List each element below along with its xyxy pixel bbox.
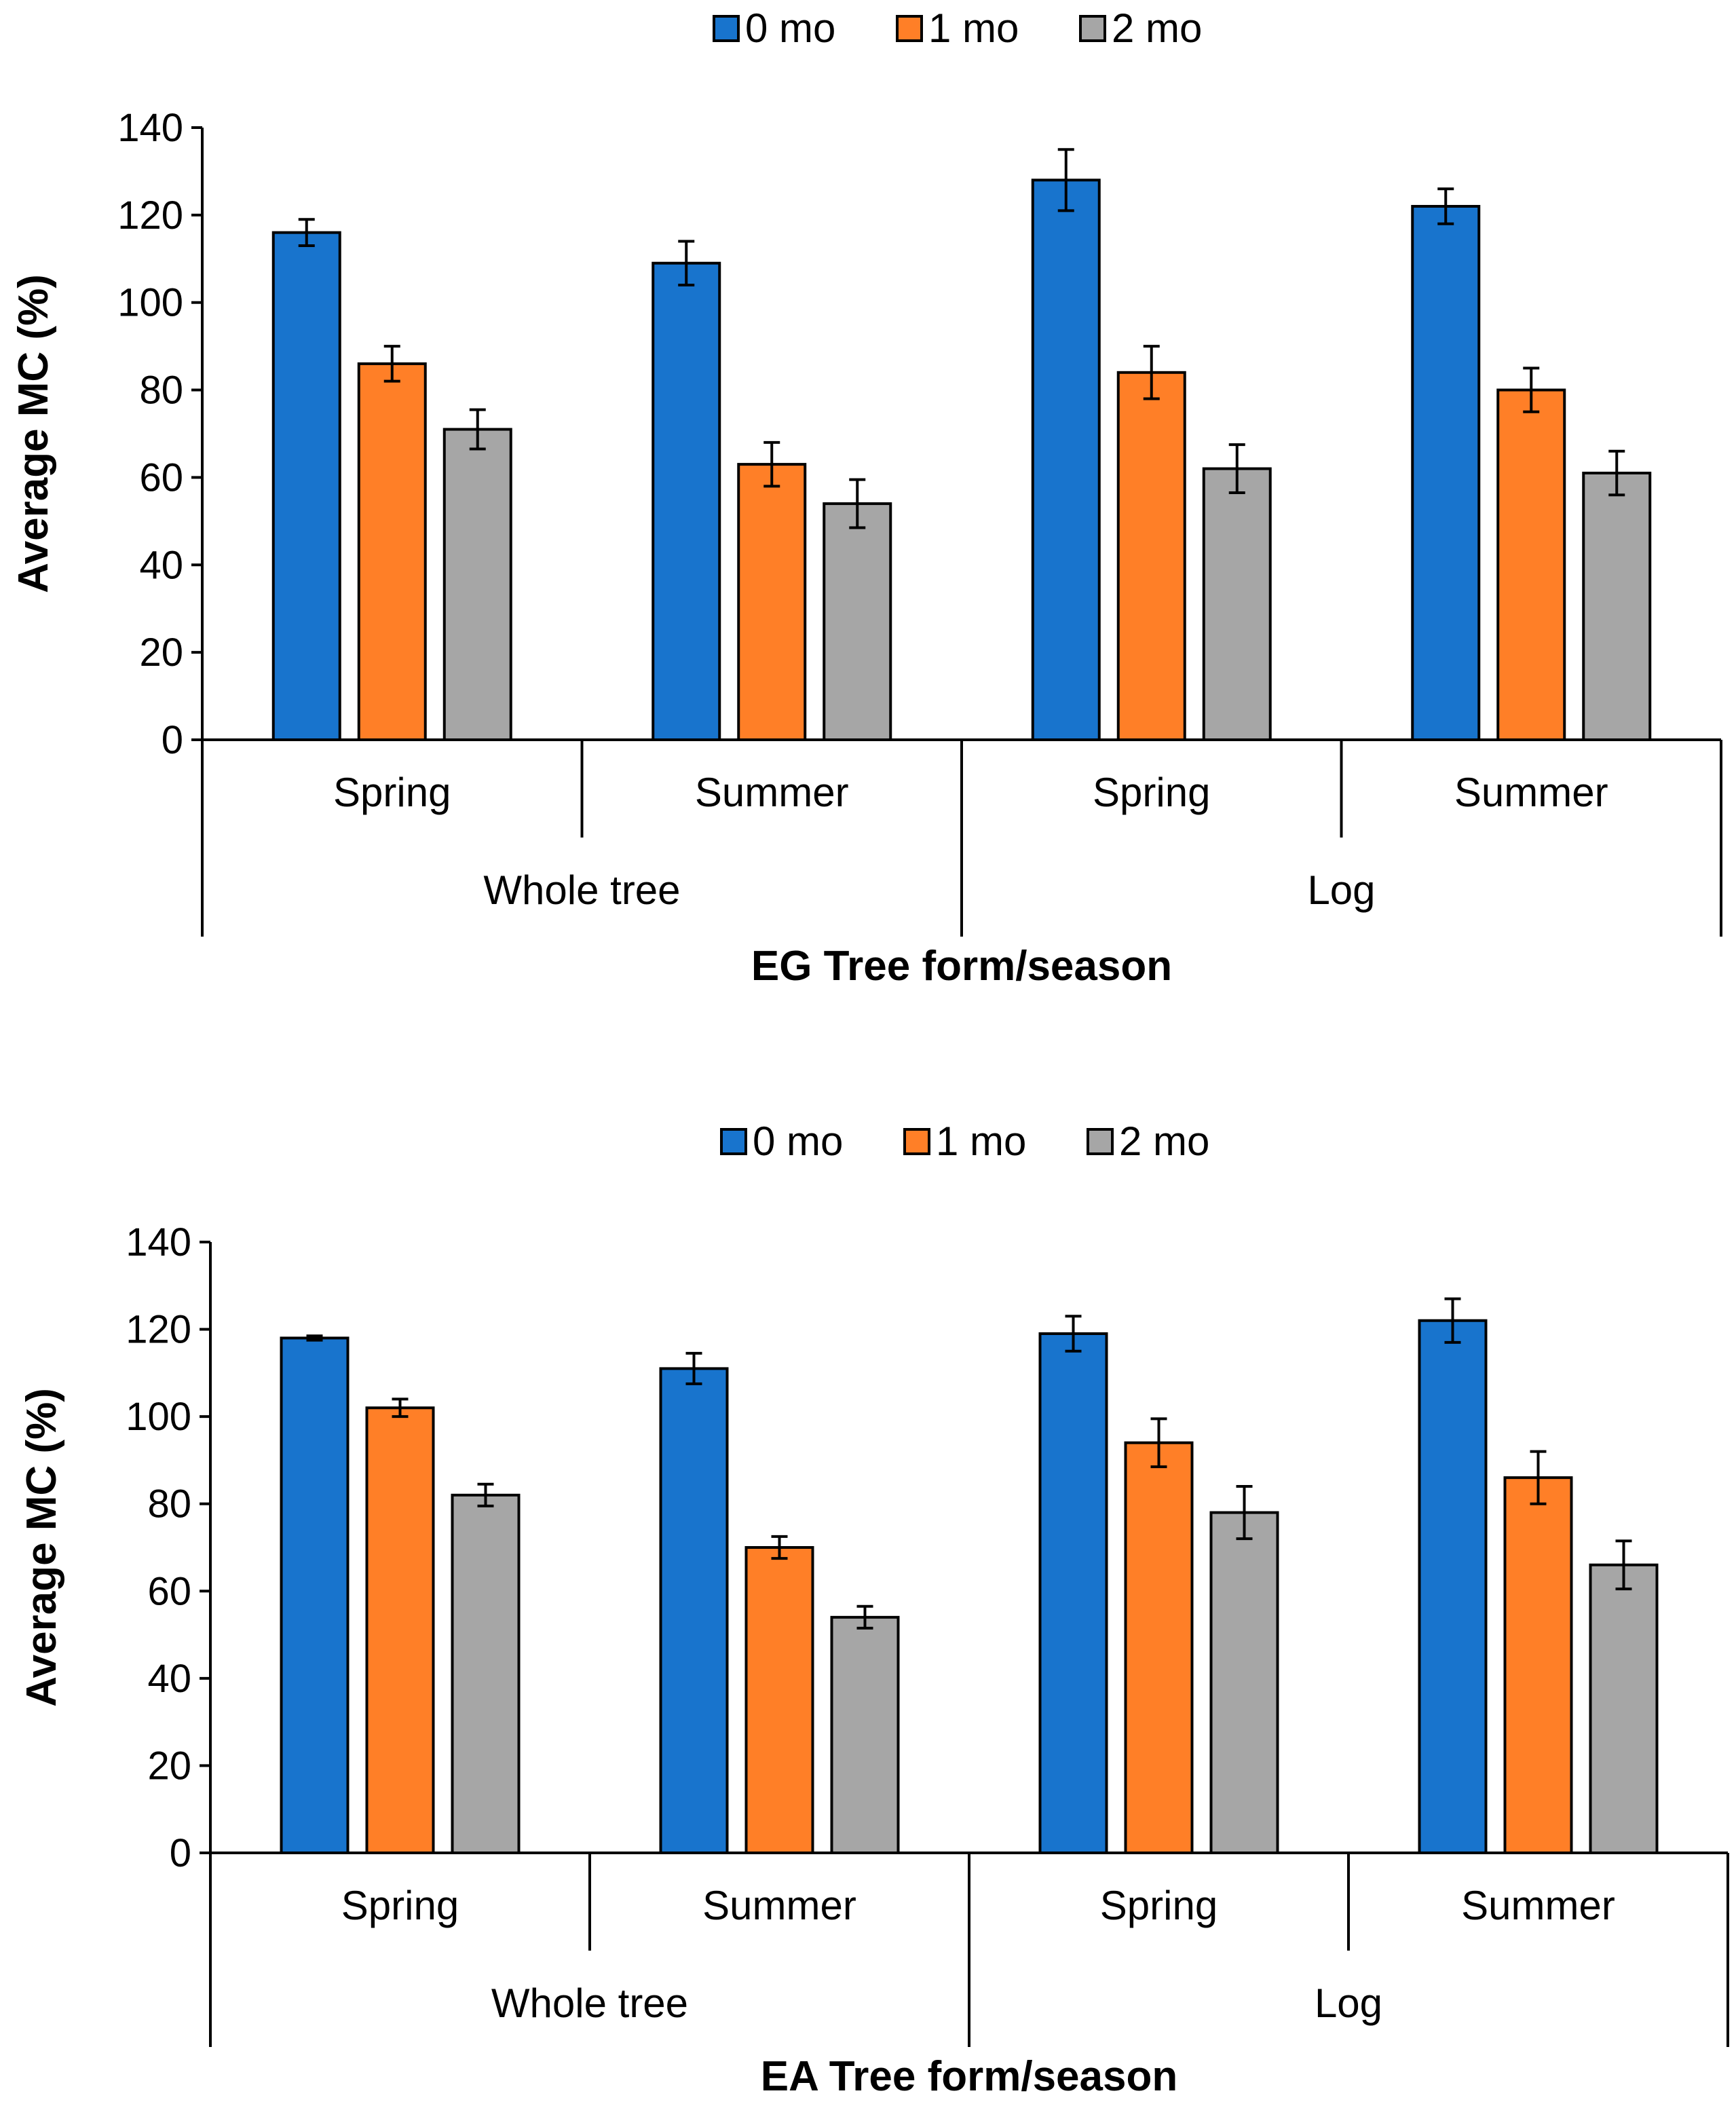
legend-swatch — [1087, 1128, 1114, 1155]
legend-swatch — [713, 15, 740, 42]
y-tick-label: 140 — [117, 106, 183, 150]
chart-1: 0 mo 1 mo 2 mo 0 20 40 60 80 100 120 140 Average MC… — [10, 5, 1722, 990]
group-label: Whole tree — [491, 1980, 688, 2026]
bars — [280, 1297, 1659, 1855]
group-label: Whole tree — [483, 867, 680, 913]
legend-swatch — [903, 1128, 930, 1155]
y-tick-label: 140 — [126, 1220, 191, 1264]
bar — [442, 428, 512, 741]
y-tick-label: 80 — [147, 1482, 191, 1526]
bar — [1418, 1319, 1488, 1854]
legend-label: 0 mo — [753, 1119, 843, 1164]
x-axis-title: EA Tree form/season — [761, 2053, 1178, 2100]
bar — [451, 1493, 521, 1855]
bar — [1411, 204, 1481, 741]
legend-label: 0 mo — [745, 5, 835, 51]
y-axis-title: Average MC (%) — [10, 274, 57, 593]
group-label: Log — [1315, 1980, 1382, 2026]
legend: 0 mo 1 mo 2 mo — [713, 5, 1202, 51]
bar — [1209, 1511, 1279, 1855]
bar — [1116, 371, 1186, 741]
bar — [357, 362, 427, 741]
bar — [1038, 1332, 1108, 1854]
y-tick-label: 20 — [139, 631, 183, 675]
x-axis: Spring Summer Spring Summer Whole tree Log EG … — [201, 738, 1722, 990]
category-label: Spring — [1100, 1883, 1218, 1928]
y-tick-label: 0 — [170, 1831, 191, 1875]
y-tick-label: 0 — [162, 718, 183, 762]
category-label: Spring — [341, 1883, 459, 1928]
bar — [1031, 179, 1101, 742]
legend: 0 mo 1 mo 2 mo — [720, 1119, 1209, 1164]
y-tick-label: 120 — [126, 1308, 191, 1352]
legend-swatch — [896, 15, 923, 42]
bar — [744, 1546, 814, 1854]
y-tick-label: 100 — [117, 281, 183, 325]
legend-label: 2 mo — [1112, 5, 1202, 51]
bar — [1202, 467, 1272, 741]
category-label: Summer — [1454, 770, 1608, 815]
y-tick-label: 80 — [139, 369, 183, 413]
y-axis: 0 20 40 60 80 100 120 140 Average MC (%) — [10, 106, 204, 762]
bar — [830, 1615, 900, 1855]
y-tick-label: 100 — [126, 1395, 191, 1439]
bar — [737, 463, 807, 741]
bar — [1503, 1476, 1573, 1854]
bar — [1496, 388, 1566, 741]
y-axis: 0 20 40 60 80 100 120 140 Average MC (%) — [18, 1220, 212, 1875]
legend-swatch — [720, 1128, 747, 1155]
bar — [1124, 1441, 1194, 1855]
category-label: Summer — [695, 770, 849, 815]
bar — [1589, 1563, 1659, 1855]
x-axis-title: EG Tree form/season — [751, 943, 1172, 990]
y-tick-label: 60 — [147, 1569, 191, 1613]
category-label: Spring — [1093, 770, 1210, 815]
legend-swatch — [1079, 15, 1106, 42]
bar — [1582, 471, 1652, 741]
y-tick-label: 40 — [139, 543, 183, 587]
category-label: Spring — [333, 770, 451, 815]
chart-2: 0 mo 1 mo 2 mo 0 20 40 60 80 100 120 140 Average MC… — [18, 1119, 1729, 2100]
bar — [652, 261, 721, 741]
category-label: Summer — [702, 1883, 856, 1928]
category-label: Summer — [1461, 1883, 1615, 1928]
y-tick-label: 40 — [147, 1657, 191, 1701]
bars — [271, 148, 1652, 742]
group-label: Log — [1307, 867, 1375, 913]
bar — [659, 1367, 729, 1854]
bar — [365, 1406, 435, 1854]
y-tick-label: 20 — [147, 1744, 191, 1788]
y-tick-label: 60 — [139, 455, 183, 500]
y-axis-title: Average MC (%) — [18, 1388, 65, 1707]
legend-label: 1 mo — [928, 5, 1019, 51]
x-axis: Spring Summer Spring Summer Whole tree Log EA … — [209, 1852, 1729, 2100]
bar — [823, 502, 892, 741]
bar — [271, 231, 341, 741]
legend-label: 1 mo — [936, 1119, 1026, 1164]
legend-label: 2 mo — [1119, 1119, 1209, 1164]
bar — [280, 1336, 350, 1854]
y-tick-label: 120 — [117, 193, 183, 238]
